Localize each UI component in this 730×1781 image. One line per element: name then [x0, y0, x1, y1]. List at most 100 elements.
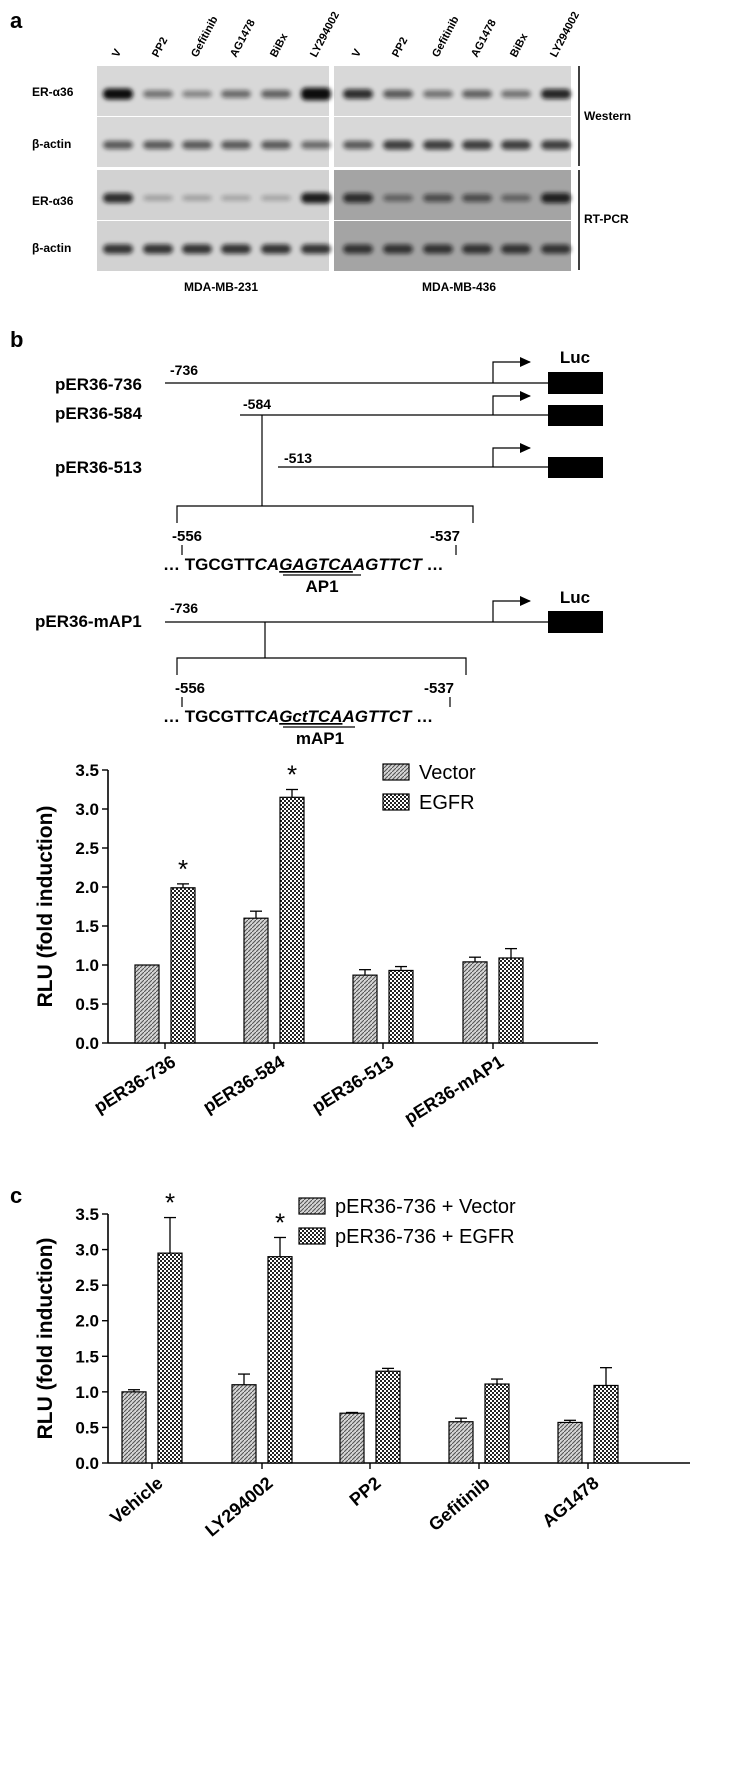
y-tick-label: 1.5: [75, 1347, 99, 1366]
blot-band: [423, 244, 453, 254]
blot-band: [221, 195, 251, 201]
construct-start: -513: [284, 450, 312, 466]
blot-band: [343, 244, 373, 254]
legend-label-per36-736-vector: pER36-736 + Vector: [335, 1196, 516, 1218]
x-tick-label-ag1478: AG1478: [538, 1473, 602, 1531]
blot-band: [501, 244, 531, 254]
blot-band: [383, 89, 413, 99]
y-tick-label: 3.0: [75, 800, 99, 819]
y-tick-label: 0.5: [75, 995, 99, 1014]
cell-line-label-436: MDA-MB-436: [422, 280, 496, 294]
left-lane-label-v: V: [110, 47, 124, 60]
bar-vector-per36-map1: [462, 961, 488, 1044]
bar-egfr-per36-513: [388, 969, 414, 1044]
legend-label-egfr: EGFR: [419, 792, 475, 814]
bar-per36-736-egfr-gefitinib: [484, 1383, 510, 1464]
blot-band: [383, 194, 413, 202]
bar-per36-736-egfr-pp2: [375, 1370, 401, 1464]
blot-band: [541, 88, 571, 100]
blot-band: [301, 87, 331, 101]
map1-label: mAP1: [296, 729, 344, 748]
blot-231-rtpcr-er36: [97, 170, 329, 220]
svg-text:-537: -537: [424, 680, 454, 697]
right-lane-label-pp2: PP2: [390, 35, 410, 59]
panel-label-b: b: [10, 327, 23, 352]
blot-band: [221, 244, 251, 254]
x-tick-label-per36-736: pER36-736: [90, 1051, 179, 1117]
blot-band: [143, 195, 173, 201]
right-lane-label-ly294002: LY294002: [548, 10, 582, 60]
blot-band: [501, 194, 531, 202]
blot-band: [182, 90, 212, 98]
panel-a: a V PP2 Gefitinib AG1478 BiBx LY294002 V PP2 Gef…: [10, 8, 631, 294]
blot-band: [423, 140, 453, 150]
blot-436-rtpcr-er36: [334, 170, 571, 220]
blot-band: [541, 192, 571, 204]
y-tick-label: 2.5: [75, 839, 99, 858]
construct-start: -736: [170, 600, 198, 616]
bar-per36-736-vector-gefitinib: [448, 1421, 474, 1464]
legend-swatch-per36-736-egfr: [298, 1227, 326, 1245]
blot-band: [383, 140, 413, 150]
y-tick-label: 1.5: [75, 917, 99, 936]
y-tick-label: 2.5: [75, 1276, 99, 1295]
bar-per36-736-vector-ly294002: [231, 1384, 257, 1464]
blot-band: [343, 193, 373, 203]
right-lane-label-bibx: BiBx: [508, 31, 531, 60]
construct-name: pER36-513: [55, 458, 142, 477]
legend-swatch-per36-736-vector: [298, 1197, 326, 1215]
blot-band: [501, 140, 531, 150]
bar-egfr-per36-584: [279, 796, 305, 1044]
y-tick-label: 3.5: [75, 761, 99, 780]
panel-b-constructs: b pER36-736 -736 Luc pER36-584 -584 pER3…: [10, 327, 603, 748]
blot-436-rtpcr-actin: [334, 221, 571, 271]
bar-vector-per36-584: [243, 917, 269, 1044]
y-tick-label: 0.0: [75, 1454, 99, 1473]
panel-label-a: a: [10, 8, 23, 33]
luc-label: Luc: [560, 588, 590, 607]
blot-band: [261, 195, 291, 201]
y-axis-label: RLU (fold induction): [34, 1238, 57, 1440]
y-tick-label: 0.5: [75, 1418, 99, 1437]
ap1-detail: -556 -537 … TGCGTTCAGAGTCAAGTTCT … AP1: [163, 415, 474, 596]
significance-star: *: [165, 1188, 175, 1218]
luc-box: [548, 457, 603, 478]
blot-band: [541, 140, 571, 150]
x-tick-label-vehicle: Vehicle: [106, 1473, 166, 1528]
panel-c: c: [10, 1183, 22, 1208]
tss-arrow: [492, 447, 530, 467]
construct-pER36-736: pER36-736 -736 Luc: [55, 348, 603, 394]
y-tick-label: 0.0: [75, 1034, 99, 1053]
blot-band: [143, 90, 173, 98]
blot-band: [501, 90, 531, 98]
y-axis-label: RLU (fold induction): [34, 806, 57, 1008]
x-tick-label-per36-584: pER36-584: [199, 1051, 288, 1117]
wt-sequence: … TGCGTTCAGAGTCAAGTTCT …: [163, 555, 444, 574]
construct-name: pER36-mAP1: [35, 612, 142, 631]
blot-band: [301, 192, 331, 204]
blot-band: [301, 244, 331, 254]
blot-band: [301, 141, 331, 149]
legend-label-per36-736-egfr: pER36-736 + EGFR: [335, 1226, 515, 1248]
blot-231-western-er36: [97, 66, 329, 116]
chart-panel-b: 0.0 0.5 1.0 1.5 2.0 2.5 3.0 3.5 RLU (fold induct…: [34, 760, 598, 1128]
legend-swatch-egfr: [382, 793, 410, 811]
blot-band: [182, 195, 212, 201]
construct-pER36-584: pER36-584 -584: [55, 391, 603, 426]
blot-band: [423, 194, 453, 202]
blot-band: [261, 244, 291, 254]
blot-band: [462, 90, 492, 98]
blot-band: [143, 244, 173, 254]
blot-band: [221, 140, 251, 150]
construct-start: -736: [170, 362, 198, 378]
svg-text:-556: -556: [172, 528, 202, 545]
legend-swatch-vector: [382, 763, 410, 781]
bar-per36-736-vector-pp2: [339, 1412, 365, 1464]
blot-436-western-er36: [334, 66, 571, 116]
bar-vector-per36-736: [134, 964, 160, 1044]
y-tick-label: 2.0: [75, 878, 99, 897]
bar-vector-per36-513: [352, 974, 378, 1044]
panel-label-c: c: [10, 1183, 22, 1208]
significance-star: *: [287, 760, 297, 790]
construct-pER36-mAP1: pER36-mAP1 -736 Luc: [35, 588, 603, 633]
